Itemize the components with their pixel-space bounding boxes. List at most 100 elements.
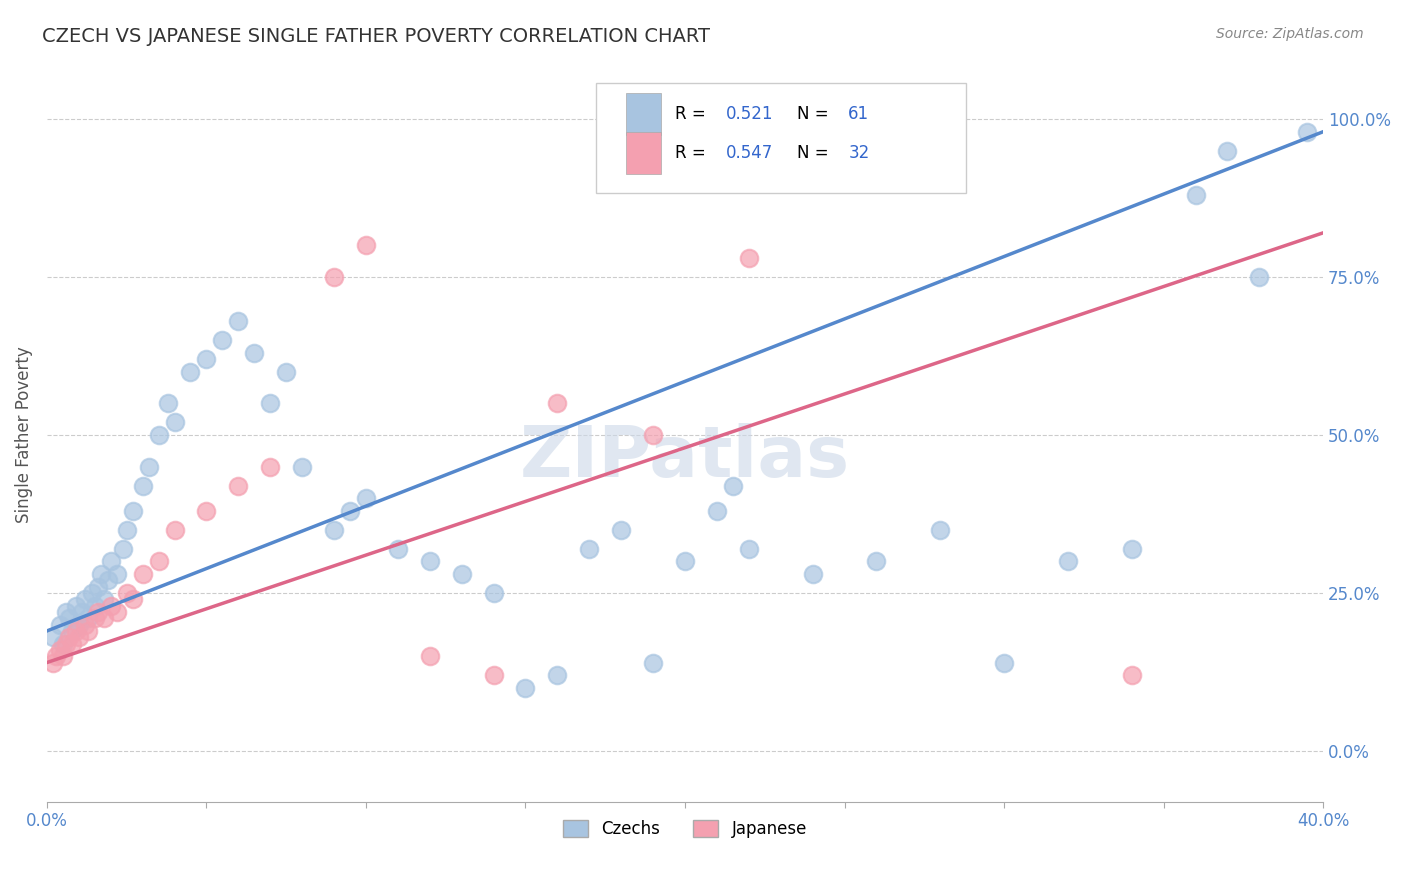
Point: [738, 251, 761, 265]
Point: [1121, 541, 1143, 556]
Point: [801, 567, 824, 582]
Point: [259, 459, 281, 474]
Point: [100, 599, 122, 613]
Text: Source: ZipAtlas.com: Source: ZipAtlas.com: [1216, 27, 1364, 41]
Point: [354, 238, 377, 252]
Point: [122, 504, 145, 518]
Point: [52, 649, 75, 664]
Point: [291, 459, 314, 474]
Point: [243, 346, 266, 360]
Point: [673, 554, 696, 568]
Point: [42, 630, 65, 644]
Point: [482, 668, 505, 682]
Y-axis label: Single Father Poverty: Single Father Poverty: [15, 347, 32, 524]
Point: [93, 592, 115, 607]
FancyBboxPatch shape: [596, 83, 966, 194]
FancyBboxPatch shape: [626, 132, 661, 174]
Point: [148, 554, 170, 568]
Point: [62, 624, 84, 638]
Point: [55, 605, 77, 619]
Point: [105, 567, 128, 582]
Point: [62, 637, 84, 651]
Text: 32: 32: [848, 144, 870, 161]
Point: [323, 523, 346, 537]
Point: [643, 656, 665, 670]
Point: [58, 611, 80, 625]
Point: [354, 491, 377, 506]
Point: [52, 637, 75, 651]
Point: [87, 605, 110, 619]
Legend: Czechs, Japanese: Czechs, Japanese: [557, 813, 814, 845]
Point: [100, 554, 122, 568]
Point: [138, 459, 160, 474]
Point: [77, 624, 100, 638]
Point: [339, 504, 361, 518]
Point: [323, 270, 346, 285]
Point: [80, 586, 103, 600]
Text: ZIPatlas: ZIPatlas: [520, 423, 851, 491]
Text: CZECH VS JAPANESE SINGLE FATHER POVERTY CORRELATION CHART: CZECH VS JAPANESE SINGLE FATHER POVERTY …: [42, 27, 710, 45]
Point: [706, 504, 728, 518]
Point: [738, 541, 761, 556]
Point: [77, 611, 100, 625]
Point: [929, 523, 952, 537]
Point: [515, 681, 537, 695]
Point: [83, 599, 105, 613]
Point: [163, 416, 186, 430]
Point: [148, 428, 170, 442]
Point: [67, 630, 90, 644]
Text: N =: N =: [797, 144, 834, 161]
Point: [83, 611, 105, 625]
Text: 0.547: 0.547: [725, 144, 773, 161]
Point: [228, 478, 250, 492]
Point: [721, 478, 744, 492]
Point: [195, 504, 218, 518]
Point: [87, 580, 110, 594]
Point: [419, 649, 441, 664]
Point: [75, 617, 97, 632]
Point: [65, 624, 87, 638]
Point: [865, 554, 887, 568]
Point: [122, 592, 145, 607]
Point: [90, 567, 112, 582]
Point: [610, 523, 633, 537]
Point: [1249, 270, 1271, 285]
Point: [1296, 125, 1319, 139]
Point: [157, 396, 180, 410]
Point: [67, 617, 90, 632]
Text: N =: N =: [797, 105, 834, 123]
Point: [48, 643, 70, 657]
Point: [211, 333, 233, 347]
Point: [163, 523, 186, 537]
Point: [115, 586, 138, 600]
Point: [96, 574, 118, 588]
Point: [42, 656, 65, 670]
Point: [546, 668, 568, 682]
Point: [578, 541, 600, 556]
Point: [70, 605, 93, 619]
Point: [93, 611, 115, 625]
Point: [75, 592, 97, 607]
Point: [276, 365, 298, 379]
Point: [55, 637, 77, 651]
Text: R =: R =: [675, 144, 711, 161]
Point: [1057, 554, 1080, 568]
Point: [1216, 144, 1239, 158]
Point: [419, 554, 441, 568]
Point: [643, 428, 665, 442]
Text: R =: R =: [675, 105, 711, 123]
Point: [387, 541, 409, 556]
Point: [1121, 668, 1143, 682]
Point: [105, 605, 128, 619]
Point: [259, 396, 281, 410]
Point: [1184, 188, 1206, 202]
Point: [131, 478, 153, 492]
Point: [115, 523, 138, 537]
Text: 0.521: 0.521: [725, 105, 773, 123]
Point: [131, 567, 153, 582]
Point: [546, 396, 568, 410]
Point: [65, 599, 87, 613]
Point: [48, 617, 70, 632]
Point: [450, 567, 472, 582]
Point: [228, 314, 250, 328]
